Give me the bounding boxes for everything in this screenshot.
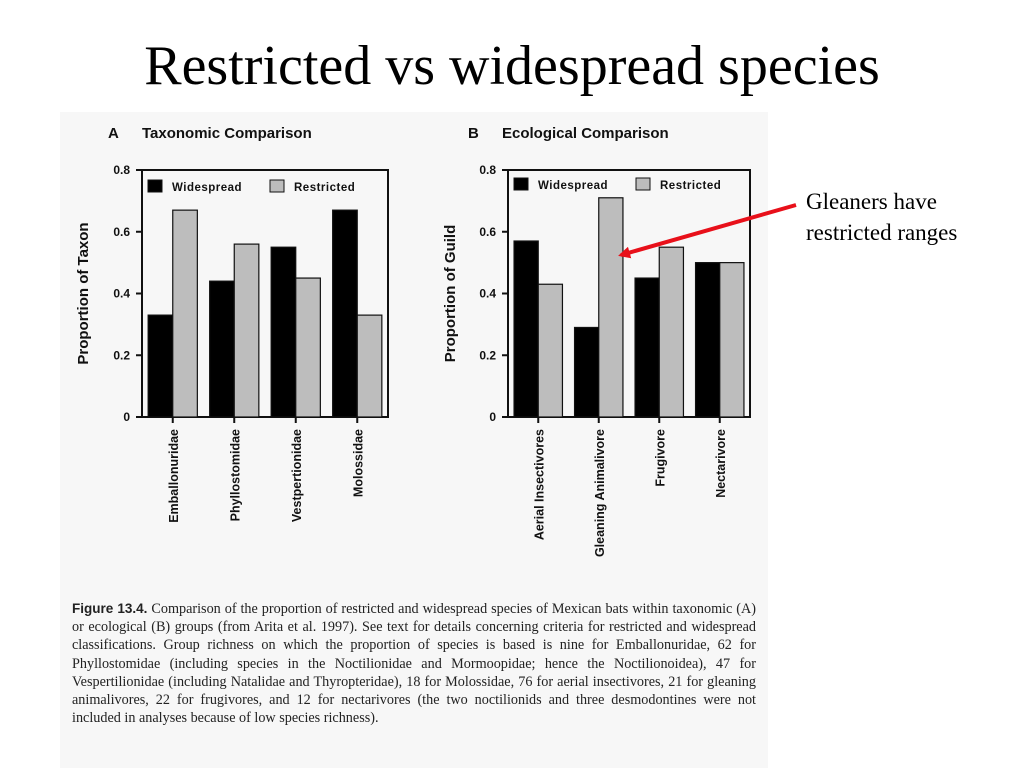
legend-label-widespread: Widespread <box>538 180 608 192</box>
annotation-text: Gleaners have restricted ranges <box>806 186 957 248</box>
bar-widespread-nectarivore <box>694 262 721 418</box>
bar-restricted-emballonuridae <box>172 209 198 418</box>
annotation-line-2: restricted ranges <box>806 220 958 245</box>
slide-title: Restricted vs widespread species <box>144 35 880 97</box>
y-tick-label: 0.6 <box>113 225 130 239</box>
chart-title: Taxonomic Comparison <box>142 125 312 142</box>
legend-swatch-widespread <box>513 177 529 191</box>
caption-label: Figure 13.4. <box>72 601 148 616</box>
panel-letter: A <box>108 125 119 142</box>
bar-restricted-molossidae <box>356 314 383 418</box>
category-label: Aerial Insectivores <box>532 429 546 540</box>
category-label: Gleaning Animalivore <box>593 429 607 557</box>
bar-restricted-vestpertionidae <box>295 277 321 418</box>
legend: Widespread Restricted <box>513 177 721 192</box>
bar-restricted-gleaning-animalivore <box>598 197 624 418</box>
bar-widespread-molossidae <box>332 209 358 418</box>
bar-restricted-phyllostomidae <box>233 243 260 418</box>
chart-a-group: A Taxonomic Comparison 0 0.2 0.4 0.6 0.8 Propor… <box>75 125 389 523</box>
bar-widespread-emballonuridae <box>147 314 174 418</box>
category-label: Phyllostomidae <box>228 429 242 521</box>
category-label: Molossidae <box>351 429 365 497</box>
bar-restricted-aerial-insectivores <box>537 283 564 418</box>
legend-label-restricted: Restricted <box>294 182 355 194</box>
figure-caption: Figure 13.4. Comparison of the proportio… <box>72 600 756 727</box>
category-label: Emballonuridae <box>167 429 181 523</box>
y-tick-label: 0.8 <box>113 163 130 177</box>
y-tick-label: 0.4 <box>479 287 496 301</box>
bar-widespread-frugivore <box>634 277 660 418</box>
y-tick-label: 0 <box>123 410 130 424</box>
chart-a-taxonomic: A Taxonomic Comparison 0 0.2 0.4 0.6 0.8 Propor… <box>75 125 389 523</box>
arrow-line <box>618 203 797 259</box>
category-label: Vestpertionidae <box>290 429 304 522</box>
y-axis-label: Proportion of Taxon <box>75 222 92 364</box>
caption-text: Comparison of the proportion of restrict… <box>72 601 757 727</box>
y-axis-label: Proportion of Guild <box>442 225 459 362</box>
annotation-line-1: Gleaners have <box>806 189 937 214</box>
legend-label-widespread: Widespread <box>172 182 242 194</box>
bar-restricted-frugivore <box>658 246 685 418</box>
chart-b-group: B Ecological Comparison 0 0.2 0.4 0.6 0.8 Propo… <box>442 125 751 557</box>
category-label: Nectarivore <box>714 429 728 498</box>
y-tick-label: 0.4 <box>113 287 130 301</box>
panel-letter: B <box>468 125 479 142</box>
y-tick-label: 0.6 <box>479 225 496 239</box>
y-tick-label: 0 <box>489 410 496 424</box>
legend: Widespread Restricted <box>147 179 355 194</box>
chart-b-ecological: B Ecological Comparison 0 0.2 0.4 0.6 0.8 Propo… <box>442 125 751 557</box>
y-tick-label: 0.8 <box>479 163 496 177</box>
legend-label-restricted: Restricted <box>660 180 721 192</box>
chart-title: Ecological Comparison <box>502 125 669 142</box>
category-label: Frugivore <box>653 429 667 487</box>
y-tick-label: 0.2 <box>479 348 496 362</box>
legend-swatch-widespread <box>147 179 163 193</box>
bar-restricted-nectarivore <box>719 262 745 418</box>
bar-widespread-vestpertionidae <box>270 246 297 418</box>
legend-swatch-restricted <box>269 179 285 193</box>
y-tick-label: 0.2 <box>113 348 130 362</box>
legend-swatch-restricted <box>635 177 651 191</box>
